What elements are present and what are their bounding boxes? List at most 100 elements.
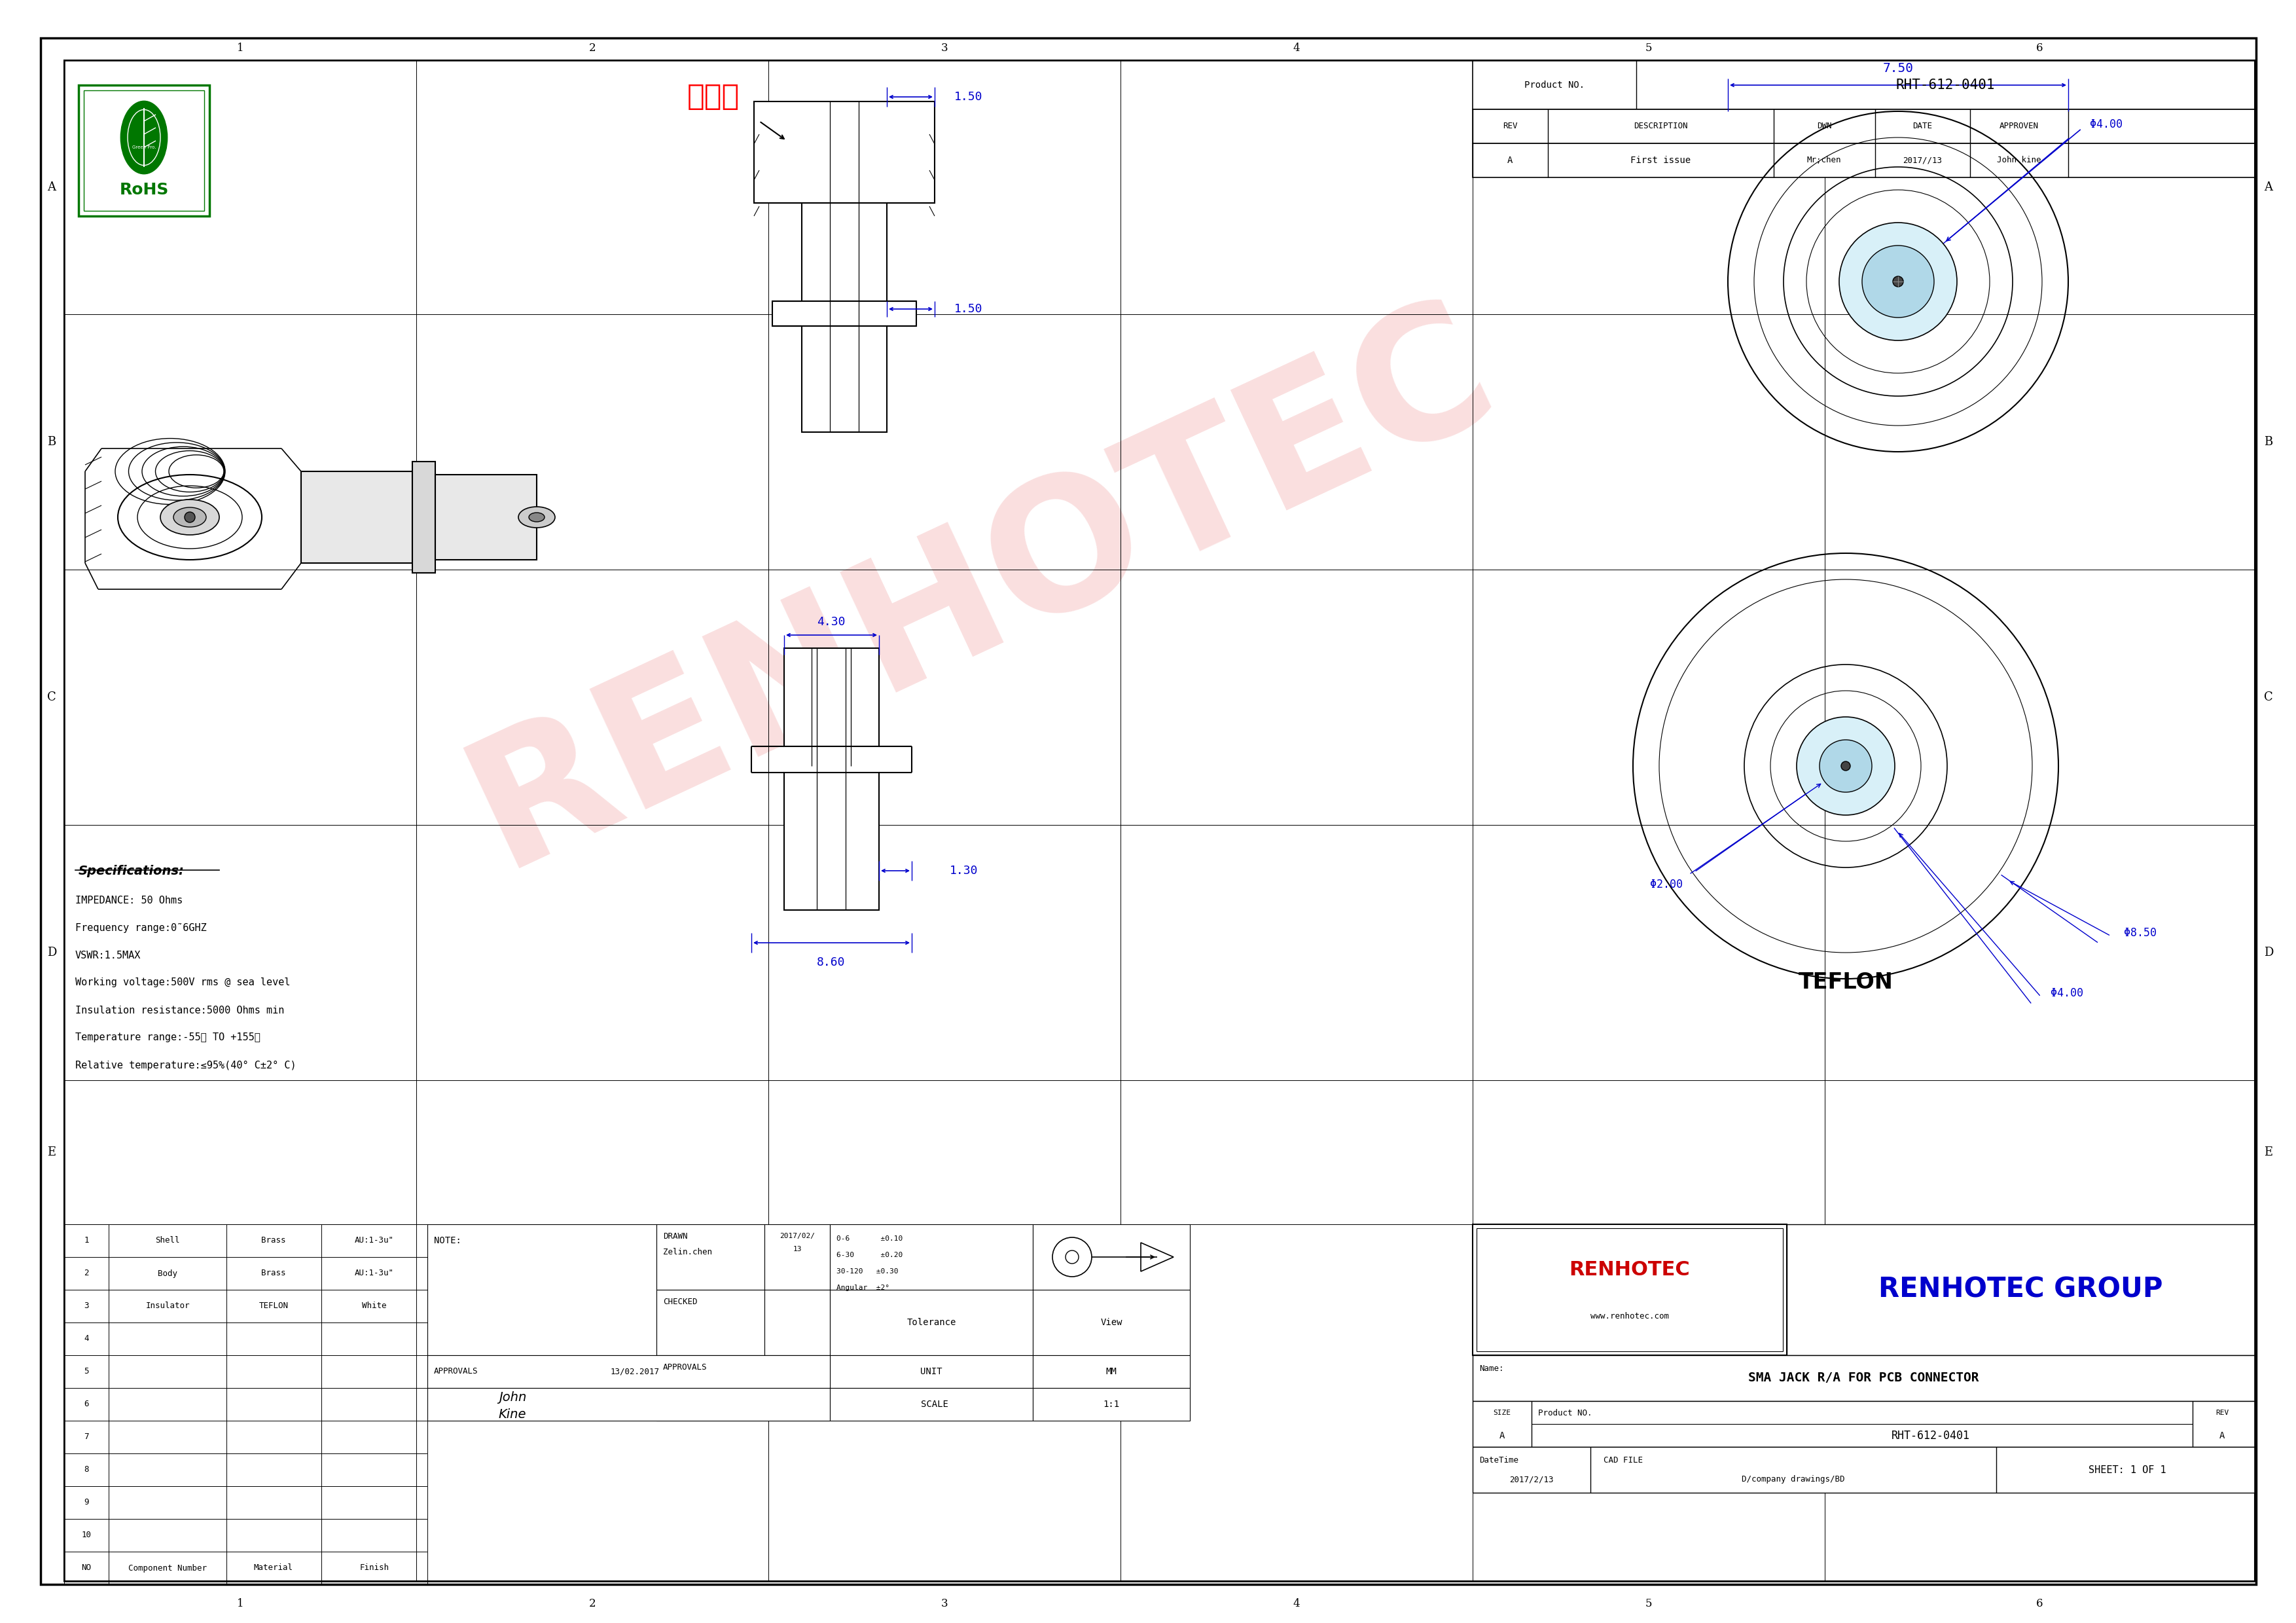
Text: 1:1: 1:1 (1102, 1399, 1120, 1409)
Text: Specifications:: Specifications: (78, 865, 184, 876)
Text: RENHOTEC GROUP: RENHOTEC GROUP (1878, 1276, 2163, 1303)
Circle shape (1795, 717, 1894, 815)
Text: DWN: DWN (1816, 122, 1832, 130)
Bar (427, 1388, 829, 1420)
Text: 4: 4 (85, 1334, 90, 1344)
Bar (765, 1224, 829, 1290)
Text: Φ4.00: Φ4.00 (2089, 118, 2122, 130)
Text: Working voltage:500V rms @ sea level: Working voltage:500V rms @ sea level (76, 977, 289, 988)
Text: Φ8.50: Φ8.50 (2124, 927, 2156, 938)
Text: D: D (46, 946, 57, 959)
Text: 7: 7 (85, 1433, 90, 1441)
Text: CAD FILE: CAD FILE (1603, 1456, 1644, 1464)
Text: 4.30: 4.30 (817, 617, 845, 628)
Text: View: View (1100, 1318, 1123, 1328)
Bar (829, 1224, 1033, 1355)
Text: White: White (363, 1302, 386, 1310)
Text: 7.50: 7.50 (1883, 63, 1913, 75)
Text: SHEET: 1 OF 1: SHEET: 1 OF 1 (2089, 1466, 2165, 1475)
Bar (829, 1388, 1033, 1420)
Text: SMA JACK R/A FOR PCB CONNECTOR: SMA JACK R/A FOR PCB CONNECTOR (1747, 1371, 1979, 1384)
Text: Mr;chen: Mr;chen (1807, 156, 1841, 164)
Text: 30-120   ±0.30: 30-120 ±0.30 (836, 1268, 898, 1274)
Text: MM: MM (1107, 1367, 1116, 1376)
Text: UNIT: UNIT (921, 1367, 941, 1376)
Bar (78, 84, 209, 216)
Text: C: C (2264, 691, 2273, 703)
Text: DATE: DATE (1913, 122, 1933, 130)
Circle shape (1818, 740, 1871, 792)
Circle shape (184, 511, 195, 523)
Text: RENHOTEC: RENHOTEC (1568, 1261, 1690, 1279)
Text: 8.60: 8.60 (817, 956, 845, 969)
Text: 2017/02/: 2017/02/ (781, 1233, 815, 1240)
Bar (657, 1224, 765, 1290)
Text: 6: 6 (2037, 42, 2043, 54)
Text: Product NO.: Product NO. (1538, 1409, 1591, 1417)
Text: 1.30: 1.30 (951, 865, 978, 876)
Bar (83, 91, 204, 211)
Text: DESCRIPTION: DESCRIPTION (1632, 122, 1688, 130)
Text: REV: REV (2216, 1409, 2229, 1417)
Bar (765, 1355, 829, 1420)
Text: A: A (2220, 1431, 2225, 1440)
Text: Relative temperature:≤95%(40° C±2° C): Relative temperature:≤95%(40° C±2° C) (76, 1060, 296, 1070)
Text: C: C (48, 691, 55, 703)
Text: Finish: Finish (360, 1563, 388, 1573)
Text: Brass: Brass (262, 1237, 287, 1245)
Text: Frequency range:0˜6GHZ: Frequency range:0˜6GHZ (76, 923, 207, 933)
Text: APPROVEN: APPROVEN (2000, 122, 2039, 130)
Bar (785, 648, 879, 747)
Bar (1472, 109, 2255, 143)
Text: 6-30      ±0.20: 6-30 ±0.20 (836, 1251, 902, 1258)
Text: Insulator: Insulator (145, 1302, 191, 1310)
Text: Zelin.chen: Zelin.chen (664, 1248, 712, 1256)
Text: 1: 1 (85, 1237, 90, 1245)
Text: SIZE: SIZE (1492, 1409, 1511, 1417)
Text: 3: 3 (85, 1302, 90, 1310)
Text: B: B (48, 437, 55, 448)
Text: 13/02.2017: 13/02.2017 (611, 1367, 659, 1376)
Bar (427, 1224, 657, 1355)
Text: Kine: Kine (498, 1407, 526, 1420)
Bar (657, 1290, 765, 1355)
Circle shape (1841, 761, 1851, 771)
Text: Material: Material (255, 1563, 294, 1573)
Bar (1472, 1224, 1786, 1355)
Text: NO: NO (80, 1563, 92, 1573)
Circle shape (1862, 245, 1933, 318)
Bar (785, 773, 879, 911)
Text: B: B (2264, 437, 2273, 448)
Text: E: E (2264, 1146, 2273, 1159)
Text: 6: 6 (2037, 1599, 2043, 1610)
Text: 6: 6 (85, 1401, 90, 1409)
Text: 1: 1 (236, 1599, 243, 1610)
Text: 5: 5 (1646, 1599, 1653, 1610)
Text: NOTE:: NOTE: (434, 1237, 461, 1245)
Polygon shape (413, 461, 436, 573)
Text: Name:: Name: (1479, 1363, 1504, 1373)
Text: VSWR:1.5MAX: VSWR:1.5MAX (76, 951, 140, 961)
Bar (1786, 1224, 2255, 1355)
Text: 5: 5 (85, 1367, 90, 1376)
Text: First issue: First issue (1630, 156, 1690, 166)
Text: Green Pro.: Green Pro. (133, 146, 156, 149)
Text: John kine: John kine (1998, 156, 2041, 164)
Ellipse shape (122, 102, 168, 174)
Bar (1472, 1355, 2255, 1401)
Text: Temperature range:-55℃ TO +155℃: Temperature range:-55℃ TO +155℃ (76, 1032, 259, 1042)
Text: A: A (1506, 156, 1513, 166)
Text: D: D (2264, 946, 2273, 959)
Polygon shape (301, 471, 413, 563)
Text: Φ4.00: Φ4.00 (2050, 988, 2082, 1000)
Text: 2: 2 (85, 1269, 90, 1277)
Text: Tolerance: Tolerance (907, 1318, 955, 1328)
Bar (1472, 143, 2255, 177)
Bar (427, 1355, 829, 1388)
Text: 1.50: 1.50 (955, 91, 983, 102)
Bar (753, 102, 934, 203)
Text: Brass: Brass (262, 1269, 287, 1277)
Text: REV: REV (1502, 122, 1518, 130)
Text: 2: 2 (588, 42, 595, 54)
Text: Product NO.: Product NO. (1525, 81, 1584, 89)
